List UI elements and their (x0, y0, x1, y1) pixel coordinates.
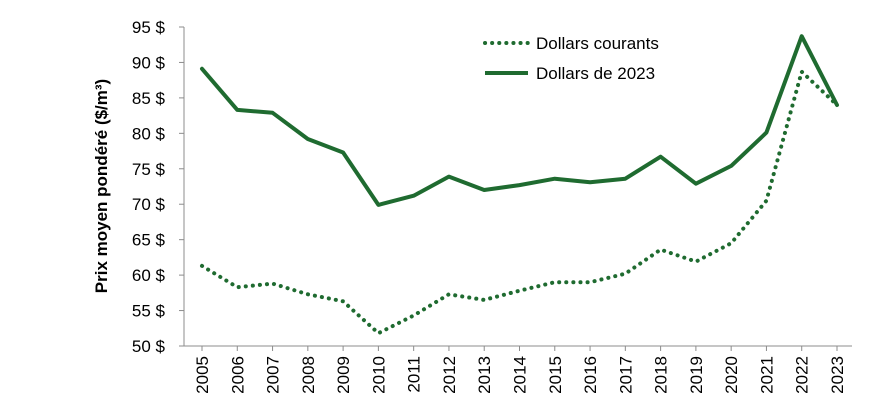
y-tick-label: 55 $ (132, 302, 166, 321)
legend: Dollars courants Dollars de 2023 (483, 34, 659, 83)
y-tick-label: 60 $ (132, 266, 166, 285)
series-line-dollars-courants (200, 69, 839, 336)
x-tick-label: 2019 (687, 356, 706, 394)
x-tick-labels: 2005 2006 2007 2008 2009 2010 2011 2012 2013 2014… (193, 346, 847, 394)
x-tick-label: 2013 (475, 356, 494, 394)
y-tick-label: 50 $ (132, 337, 166, 356)
x-tick-label: 2012 (440, 356, 459, 394)
x-tick-label: 2016 (581, 356, 600, 394)
y-tick-label: 75 $ (132, 160, 166, 179)
x-tick-label: 2021 (757, 356, 776, 394)
y-tick-label: 85 $ (132, 89, 166, 108)
x-tick-label: 2015 (546, 356, 565, 394)
series-line-dollars-2023 (200, 34, 839, 207)
x-tick-label: 2018 (652, 356, 671, 394)
x-tick-label: 2017 (616, 356, 635, 394)
y-tick-label: 80 $ (132, 124, 166, 143)
x-tick-label: 2005 (193, 356, 212, 394)
x-tick-label: 2011 (405, 356, 424, 393)
x-tick-label: 2020 (722, 356, 741, 394)
x-tick-label: 2009 (334, 356, 353, 394)
legend-label: Dollars de 2023 (536, 64, 655, 83)
y-tick-labels: 50 $ 55 $ 60 $ 65 $ 70 $ 75 $ 80 $ 85 $ 90 $ 95 $ (132, 18, 184, 356)
x-tick-label: 2007 (264, 356, 283, 394)
x-tick-label: 2006 (228, 356, 247, 394)
y-axis-title: Prix moyen pondéré ($/m³) (92, 79, 111, 293)
y-tick-label: 70 $ (132, 195, 166, 214)
legend-label: Dollars courants (536, 34, 659, 53)
x-tick-label: 2014 (511, 356, 530, 394)
axes (183, 27, 852, 347)
x-tick-label: 2023 (828, 356, 847, 394)
x-tick-label: 2022 (793, 356, 812, 394)
y-tick-label: 95 $ (132, 18, 166, 37)
x-tick-label: 2008 (299, 356, 318, 394)
x-tick-label: 2010 (369, 356, 388, 394)
y-tick-label: 90 $ (132, 53, 166, 72)
series-group (200, 34, 839, 336)
y-tick-label: 65 $ (132, 231, 166, 250)
